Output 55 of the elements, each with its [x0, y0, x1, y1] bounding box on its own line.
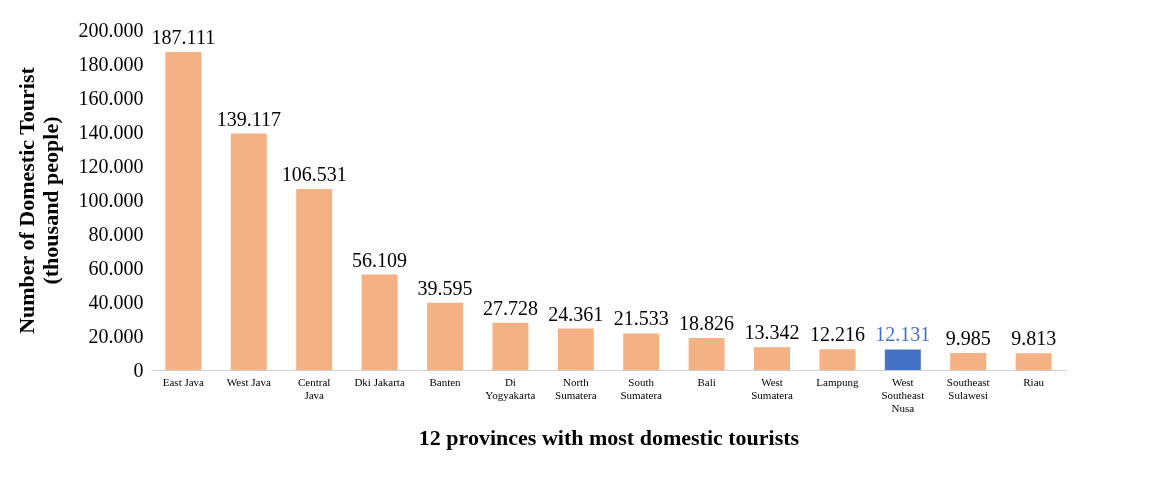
- x-tick-label: Di Yogyakarta: [485, 375, 536, 401]
- x-tick-label: Riau: [1023, 375, 1045, 388]
- data-label: 106.531: [281, 162, 347, 185]
- data-label: 12.131: [875, 323, 931, 346]
- bar: [361, 274, 398, 370]
- bar: [1015, 353, 1052, 370]
- data-label: 27.728: [482, 296, 538, 319]
- data-label: 9.985: [945, 327, 991, 350]
- x-tick-label: Lampung: [816, 375, 859, 388]
- bar: [296, 188, 333, 370]
- data-label: 13.342: [744, 321, 800, 344]
- y-tick-label: 60.000: [88, 256, 144, 279]
- bar: [688, 338, 725, 370]
- x-axis-title: 12 provinces with most domestic tourists: [418, 424, 800, 450]
- data-label: 187.111: [151, 25, 216, 48]
- bar: [427, 302, 463, 370]
- x-tick-label: North Sumatera: [555, 375, 597, 401]
- bar: [950, 353, 987, 370]
- bar: [557, 328, 594, 370]
- x-tick-label: West Java: [226, 375, 271, 388]
- x-tick-label: Banten: [429, 375, 462, 388]
- data-label: 21.533: [613, 307, 669, 330]
- data-label: 9.813: [1011, 327, 1057, 350]
- x-tick-label: West Sumatera: [751, 375, 793, 401]
- data-label: 24.361: [548, 302, 604, 325]
- x-tick-label: Central Java: [297, 375, 331, 401]
- bar: [492, 322, 529, 370]
- y-tick-label: 80.000: [88, 222, 144, 245]
- y-tick-label: 200.000: [78, 18, 144, 41]
- x-tick-label: South Sumatera: [620, 375, 663, 401]
- data-label: 39.595: [417, 276, 473, 299]
- y-tick-label: 100.000: [78, 188, 144, 211]
- bar: [754, 347, 790, 370]
- data-label: 139.117: [216, 107, 281, 130]
- x-tick-label: Southeast Sulawesi: [946, 375, 990, 401]
- y-tick-label: 40.000: [88, 290, 144, 313]
- x-tick-label: East Java: [162, 375, 205, 388]
- y-tick-label: 140.000: [78, 120, 144, 143]
- x-tick-label: Bali: [697, 375, 716, 388]
- y-tick-label: 120.000: [78, 154, 144, 177]
- y-tick-label: 0: [133, 358, 144, 381]
- data-label: 56.109: [352, 248, 408, 271]
- y-tick-label: 20.000: [88, 324, 144, 347]
- y-tick-label: 180.000: [78, 52, 144, 75]
- bar: [230, 133, 267, 370]
- bar: [623, 333, 660, 370]
- bar: [165, 51, 202, 370]
- bar: [819, 349, 856, 370]
- bar: [884, 349, 921, 370]
- y-tick-label: 160.000: [78, 86, 144, 109]
- x-tick-label: West Southeast Nusa: [881, 375, 925, 414]
- data-label: 18.826: [679, 312, 735, 334]
- data-label: 12.216: [809, 323, 865, 346]
- y-axis-title: Number of Domestic Tourist (thousand people): [13, 66, 63, 334]
- x-tick-label: Dki Jakarta: [354, 375, 405, 388]
